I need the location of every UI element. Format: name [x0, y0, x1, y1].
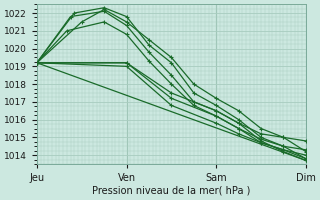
X-axis label: Pression niveau de la mer( hPa ): Pression niveau de la mer( hPa ): [92, 186, 251, 196]
